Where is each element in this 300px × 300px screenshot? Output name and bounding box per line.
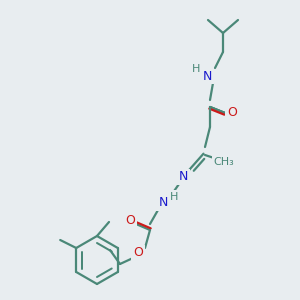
Text: O: O xyxy=(227,106,237,119)
Text: O: O xyxy=(125,214,135,226)
Text: N: N xyxy=(202,70,212,83)
Text: N: N xyxy=(178,170,188,184)
Text: H: H xyxy=(170,192,178,202)
Text: CH₃: CH₃ xyxy=(214,157,234,167)
Text: O: O xyxy=(133,247,143,260)
Text: H: H xyxy=(192,64,200,74)
Text: N: N xyxy=(158,196,168,209)
